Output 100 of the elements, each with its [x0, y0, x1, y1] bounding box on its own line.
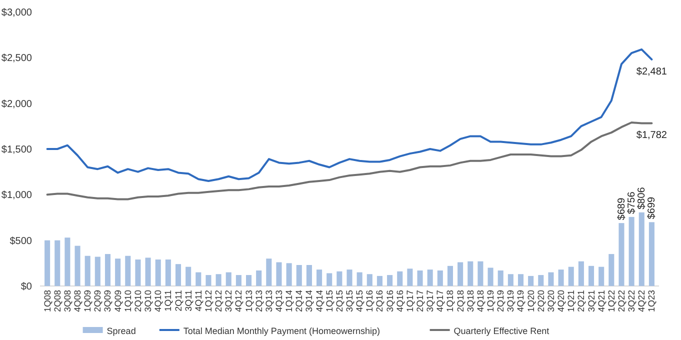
- x-tick-label: 4Q17: [435, 290, 446, 312]
- bar: [155, 260, 161, 286]
- x-tick-label: 4Q09: [112, 290, 123, 312]
- x-tick-label: 3Q11: [183, 290, 194, 312]
- x-tick-label: 2Q16: [374, 290, 385, 312]
- x-tick-label: 3Q19: [506, 290, 516, 312]
- x-tick-label: 2Q22: [616, 290, 626, 312]
- bar: [276, 262, 282, 286]
- x-tick-label: 4Q08: [72, 290, 83, 312]
- x-tick-label: 3Q13: [264, 290, 274, 312]
- x-tick-label: 1Q14: [284, 290, 294, 312]
- x-tick-label: 1Q18: [445, 290, 456, 312]
- bar: [618, 223, 624, 286]
- x-tick-label: 4Q15: [354, 290, 365, 312]
- x-tick-label: 1Q12: [203, 290, 214, 312]
- bar: [326, 273, 332, 286]
- bar: [417, 270, 423, 286]
- x-tick-label: 1Q22: [606, 290, 616, 312]
- x-tick-label: 3Q22: [626, 290, 637, 312]
- x-tick-label: 1Q15: [324, 290, 334, 312]
- y-tick-label: $2,500: [1, 53, 32, 64]
- x-tick-label: 1Q23: [646, 290, 657, 312]
- x-tick-label: 4Q16: [394, 290, 405, 312]
- bar: [94, 256, 100, 286]
- bar: [356, 272, 362, 286]
- bar: [447, 266, 453, 286]
- bar: [508, 274, 514, 286]
- x-tick-label: 2Q11: [173, 290, 184, 312]
- data-label: $756: [626, 191, 638, 214]
- x-tick-label: 1Q13: [244, 290, 254, 312]
- x-tick-label: 2Q08: [52, 290, 62, 312]
- x-tick-label: 2Q12: [214, 290, 224, 312]
- y-tick-label: $1,000: [1, 190, 32, 202]
- bar: [558, 270, 564, 286]
- bar: [64, 238, 70, 286]
- x-tick-label: 4Q10: [153, 290, 164, 312]
- bar: [296, 264, 302, 286]
- y-tick-label: $500: [10, 236, 32, 247]
- x-tick-label: 2Q13: [254, 290, 264, 312]
- bar: [286, 263, 292, 286]
- bar: [518, 274, 524, 286]
- bar: [236, 275, 242, 286]
- bar: [246, 275, 252, 286]
- x-tick-label: 4Q21: [596, 290, 606, 312]
- x-tick-label: 1Q21: [566, 290, 576, 312]
- bar: [608, 254, 614, 286]
- bar: [488, 268, 494, 286]
- data-label: $806: [636, 186, 648, 210]
- x-tick-label: 3Q16: [384, 290, 395, 312]
- bar: [498, 270, 504, 286]
- bar: [226, 272, 232, 286]
- bar: [175, 264, 182, 286]
- bar: [628, 216, 634, 286]
- x-tick-label: 1Q16: [364, 290, 375, 312]
- bar: [427, 270, 433, 286]
- x-tick-label: 1Q10: [122, 290, 133, 312]
- bar: [478, 261, 484, 286]
- x-tick-label: 3Q14: [304, 290, 314, 312]
- bar: [165, 260, 171, 286]
- x-tick-label: 3Q10: [143, 290, 154, 312]
- data-label: $2,481: [636, 66, 668, 78]
- x-tick-label: 3Q09: [102, 290, 113, 312]
- bar: [186, 266, 192, 286]
- bar: [104, 254, 111, 286]
- x-tick-label: 1Q19: [486, 290, 496, 312]
- bar: [598, 266, 604, 286]
- bar: [376, 276, 382, 286]
- x-tick-label: 3Q17: [425, 290, 436, 312]
- x-tick-label: 1Q11: [163, 290, 174, 312]
- x-tick-label: 4Q13: [274, 290, 284, 312]
- bar: [346, 270, 352, 286]
- x-tick-label: 2Q20: [536, 290, 546, 312]
- bar: [468, 261, 474, 286]
- bar: [437, 270, 443, 286]
- x-tick-label: 3Q15: [344, 290, 354, 312]
- bar: [638, 212, 644, 286]
- x-tick-label: 2Q10: [132, 290, 143, 312]
- bar: [316, 270, 322, 286]
- bar: [196, 272, 202, 286]
- x-tick-label: 4Q20: [556, 290, 566, 312]
- bar: [84, 256, 90, 286]
- bar: [458, 262, 464, 286]
- bar: [336, 271, 342, 286]
- legend-label: Spread: [106, 326, 136, 336]
- bar: [216, 274, 222, 286]
- bar: [397, 271, 403, 286]
- bar: [648, 222, 654, 286]
- x-tick-label: 3Q20: [546, 290, 556, 312]
- x-tick-label: 3Q12: [224, 290, 234, 312]
- bar: [588, 266, 594, 286]
- y-tick-label: $2,000: [1, 98, 32, 110]
- x-tick-label: 4Q22: [636, 290, 647, 312]
- legend-label: Total Median Monthly Payment (Homeowernship): [183, 326, 380, 336]
- bar: [568, 266, 574, 286]
- x-tick-label: 2Q18: [455, 290, 466, 312]
- bar: [135, 260, 141, 286]
- bar: [54, 240, 60, 286]
- bar: [115, 258, 121, 286]
- y-tick-label: $1,500: [1, 144, 32, 156]
- y-tick-label: $3,000: [1, 8, 32, 18]
